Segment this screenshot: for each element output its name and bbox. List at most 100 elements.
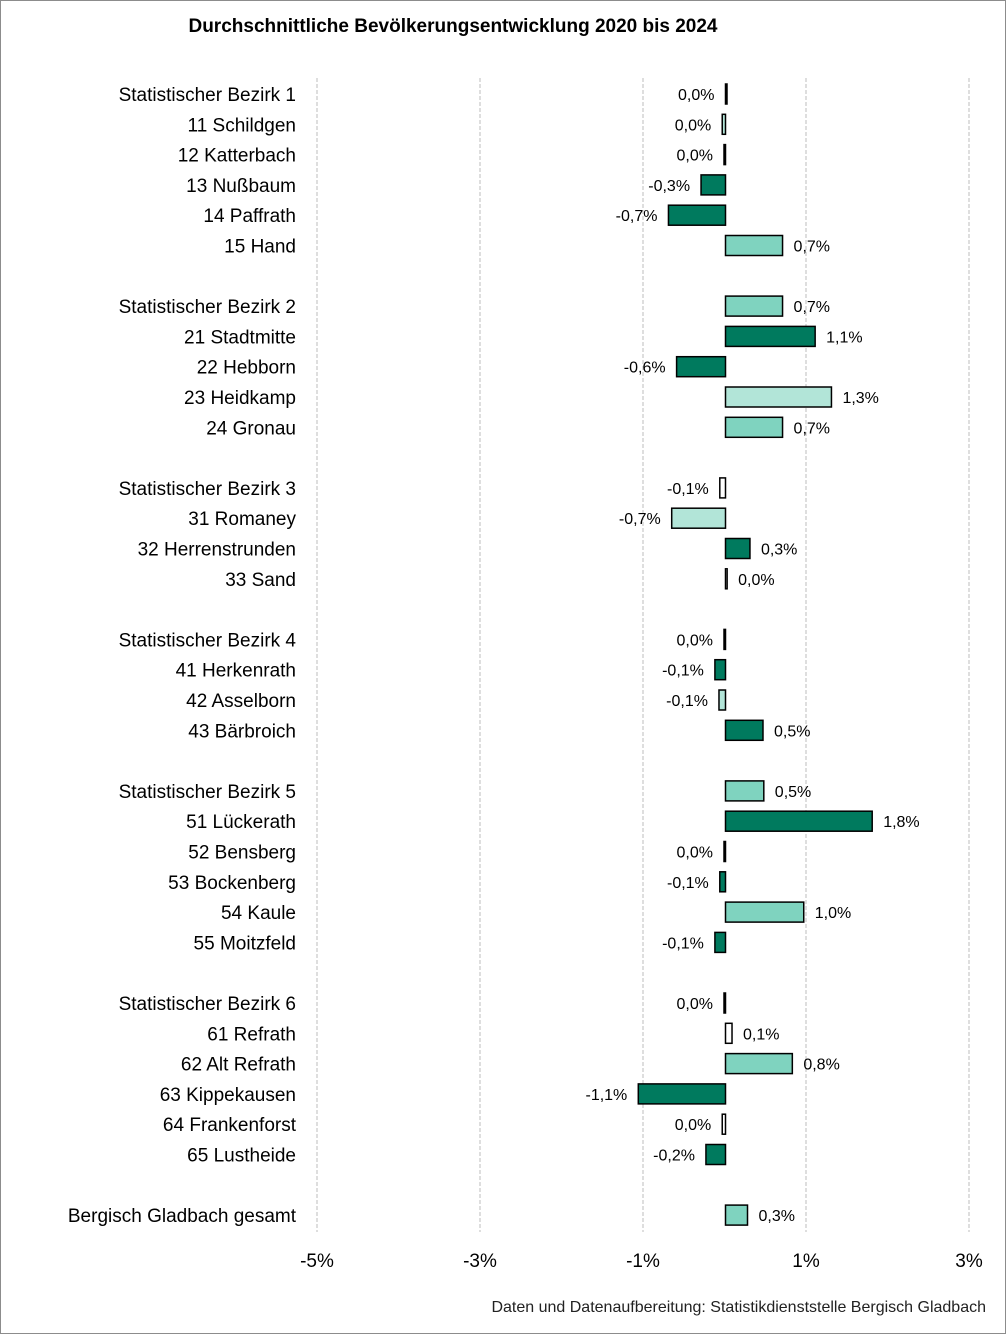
data-label: 0,0% — [677, 996, 713, 1013]
bar — [667, 204, 727, 226]
source-note: Daten und Datenaufbereitung: Statistikdi… — [491, 1299, 986, 1316]
bar — [724, 1204, 749, 1226]
bar — [718, 689, 727, 711]
data-label: 0,3% — [759, 1208, 795, 1225]
data-label: -0,1% — [667, 481, 709, 498]
bar — [724, 234, 784, 257]
category-label: Statistischer Bezirk 2 — [119, 297, 296, 318]
data-label: 0,0% — [678, 87, 714, 104]
category-label: 51 Lückerath — [186, 812, 296, 833]
data-label: -0,1% — [662, 663, 704, 680]
category-label: 65 Lustheide — [187, 1146, 296, 1167]
x-tick-label: 1% — [792, 1251, 820, 1272]
data-label: -0,3% — [648, 178, 690, 195]
bar — [724, 810, 873, 832]
bar — [714, 658, 727, 681]
bar — [724, 386, 833, 408]
category-label: Bergisch Gladbach gesamt — [68, 1206, 297, 1227]
data-label: 0,0% — [738, 572, 774, 589]
category-label: 24 Gronau — [206, 418, 296, 439]
data-label: 1,3% — [842, 390, 878, 407]
data-label: -0,1% — [666, 693, 708, 710]
data-label: -0,1% — [662, 935, 704, 952]
x-tick-label: 3% — [955, 1251, 983, 1272]
bar — [724, 416, 784, 439]
bar — [670, 507, 727, 529]
category-label: 11 Schildgen — [188, 115, 296, 136]
data-label: -0,1% — [667, 875, 709, 892]
bar — [724, 1052, 794, 1075]
category-label: 54 Kaule — [221, 903, 296, 924]
category-label: 52 Bensberg — [188, 843, 296, 864]
category-label: Statistischer Bezirk 4 — [119, 630, 297, 651]
category-label: 22 Hebborn — [197, 358, 296, 379]
bar — [724, 325, 816, 348]
data-label: 0,0% — [677, 845, 713, 862]
category-label: 33 Sand — [225, 570, 296, 591]
bar-chart: -5% -3% -1% 1% 3% Statistischer Bezirk 1 0,0% 1… — [68, 78, 983, 1272]
bar — [724, 568, 728, 590]
bar — [723, 628, 727, 651]
x-tick-label: -5% — [300, 1251, 334, 1272]
data-label: 1,0% — [815, 905, 851, 922]
data-label: 0,5% — [774, 723, 810, 740]
category-label: 43 Bärbroich — [188, 721, 296, 742]
data-label: -0,7% — [616, 208, 658, 225]
category-label: Statistischer Bezirk 6 — [119, 994, 296, 1015]
data-label: -0,2% — [653, 1148, 695, 1165]
category-label: 12 Katterbach — [178, 146, 296, 167]
bar — [714, 931, 727, 954]
category-label: 21 Stadtmitte — [184, 327, 296, 348]
data-label: 0,0% — [675, 117, 711, 134]
data-label: 1,8% — [883, 814, 919, 831]
bar — [724, 780, 765, 802]
category-label: 23 Heidkamp — [184, 388, 296, 409]
data-label: 0,0% — [677, 632, 713, 649]
bar — [719, 871, 727, 893]
category-label: Statistischer Bezirk 5 — [119, 782, 296, 803]
bar — [724, 295, 784, 317]
data-label: 0,7% — [794, 299, 830, 316]
category-label: 32 Herrenstrunden — [138, 540, 296, 561]
bar — [724, 1022, 733, 1045]
data-label: 0,1% — [743, 1026, 779, 1043]
data-label: 1,1% — [826, 329, 862, 346]
category-label: 14 Paffrath — [203, 206, 296, 227]
bar — [719, 477, 727, 499]
bar — [721, 1113, 727, 1135]
data-label: -0,6% — [624, 360, 666, 377]
data-label: 0,0% — [675, 1117, 711, 1134]
data-label: 0,7% — [794, 239, 830, 256]
x-tick-label: -3% — [463, 1251, 497, 1272]
category-label: 61 Refrath — [207, 1024, 296, 1045]
bar — [637, 1083, 727, 1105]
data-label: 0,8% — [803, 1057, 839, 1074]
category-label: 63 Kippekausen — [160, 1085, 296, 1106]
bar — [723, 840, 727, 863]
bar — [724, 537, 751, 560]
data-label: 0,3% — [761, 542, 797, 559]
category-label: 53 Bockenberg — [168, 873, 296, 894]
data-label: -1,1% — [585, 1087, 627, 1104]
bar — [705, 1143, 727, 1166]
bar — [700, 174, 727, 196]
category-label: 62 Alt Refrath — [181, 1055, 296, 1076]
bar — [724, 901, 805, 923]
category-label: 55 Moitzfeld — [194, 933, 296, 954]
category-label: 41 Herkenrath — [176, 661, 296, 682]
data-label: 0,7% — [794, 420, 830, 437]
bar — [675, 355, 727, 378]
category-label: Statistischer Bezirk 1 — [119, 85, 296, 106]
category-label: 42 Asselborn — [186, 691, 296, 712]
bar — [721, 113, 727, 136]
bar — [724, 719, 764, 742]
bar — [723, 143, 727, 166]
category-label: Statistischer Bezirk 3 — [119, 479, 296, 500]
data-label: -0,7% — [619, 511, 661, 528]
data-label: 0,5% — [775, 784, 811, 801]
data-label: 0,0% — [677, 148, 713, 165]
x-tick-label: -1% — [626, 1251, 660, 1272]
category-label: 31 Romaney — [188, 509, 296, 530]
category-label: 15 Hand — [224, 237, 296, 258]
chart-title: Durchschnittliche Bevölkerungsentwicklun… — [188, 16, 718, 37]
